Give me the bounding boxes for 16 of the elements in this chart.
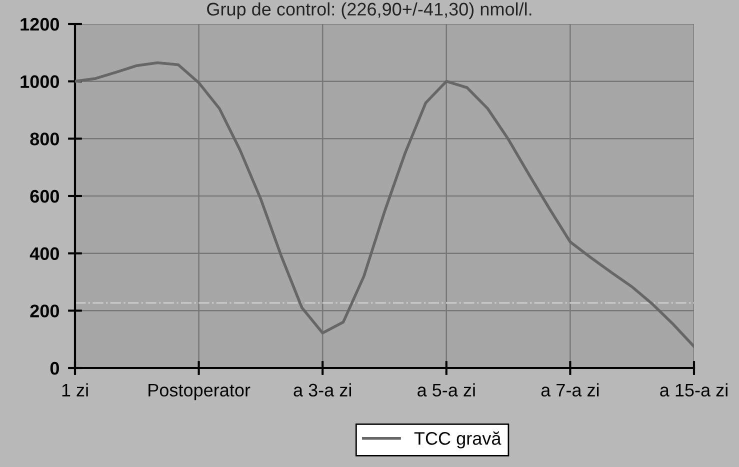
x-tick-label: Postoperator — [148, 384, 250, 400]
y-tick-label: 600 — [30, 190, 59, 203]
x-tick-label: 1 zi — [62, 383, 88, 396]
y-tick-label: 400 — [30, 247, 59, 260]
y-tick-label: 200 — [30, 304, 59, 318]
legend-label: TCC gravă — [414, 431, 502, 448]
y-tick-label: 800 — [30, 132, 59, 146]
line-series — [75, 61, 694, 348]
chart-title: Grup de control: (226,90+/-41,30) nmol/l. — [207, 2, 532, 20]
x-tick-label: a 3-a zi — [294, 383, 351, 397]
x-tick-label: a 5-a zi — [418, 383, 475, 397]
y-tick-label: 1200 — [20, 18, 59, 31]
x-tick-label: a 7-a zi — [541, 383, 599, 397]
y-tick-label: 1000 — [20, 75, 59, 88]
x-tick-label: a 15-a zi — [660, 383, 728, 397]
y-tick-label: 0 — [50, 362, 59, 375]
